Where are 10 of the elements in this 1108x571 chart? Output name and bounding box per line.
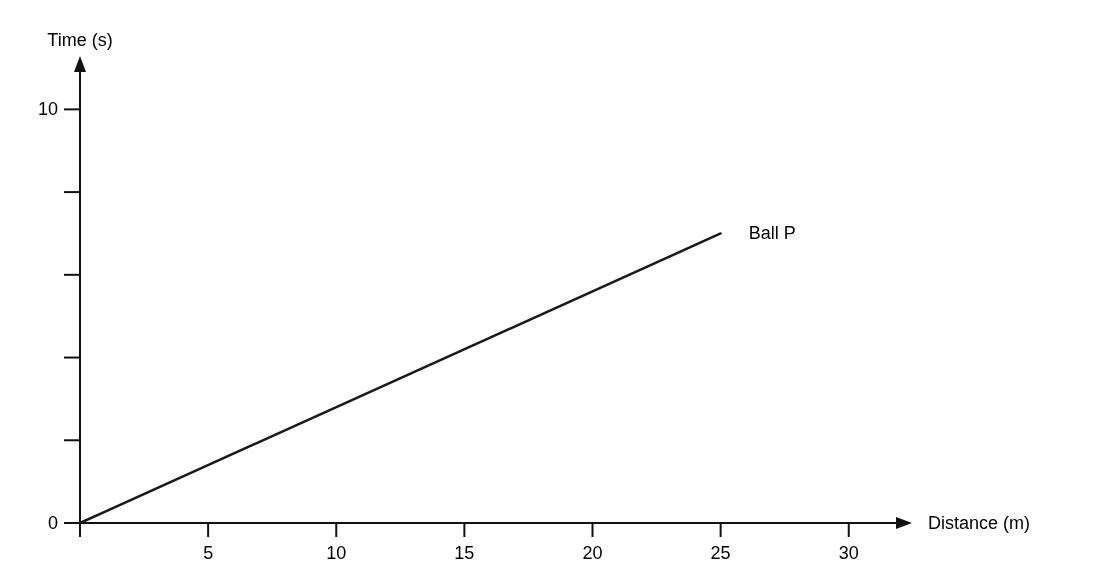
x-tick-label: 20: [582, 543, 603, 563]
x-tick-label: 15: [454, 543, 475, 563]
x-tick-label: 10: [326, 543, 347, 563]
x-tick-label: 30: [838, 543, 859, 563]
x-tick-label: 5: [203, 543, 214, 563]
x-axis-title: Distance (m): [928, 513, 1031, 533]
series-label: Ball P: [748, 223, 796, 244]
y-axis-title: Time (s): [47, 30, 113, 50]
x-tick-label: 25: [710, 543, 731, 563]
y-tick-label: 0: [47, 513, 58, 533]
